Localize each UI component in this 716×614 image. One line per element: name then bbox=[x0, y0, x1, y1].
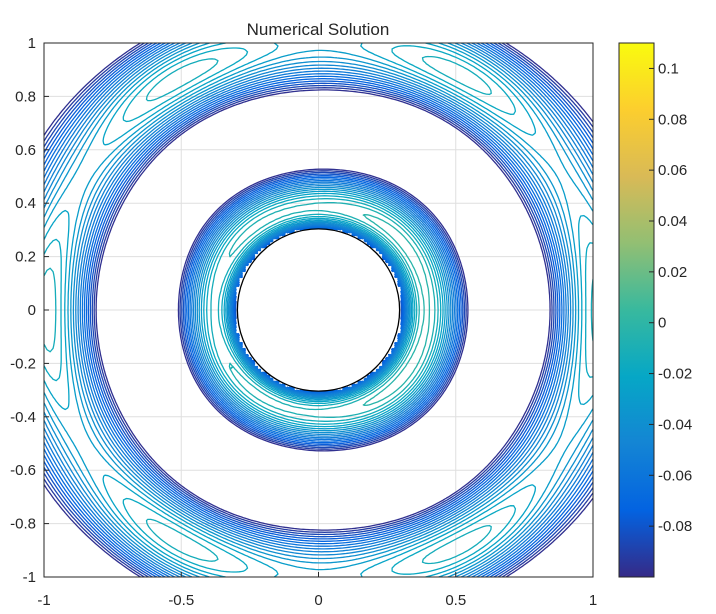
plot-area: -1 -0.5 0 0.5 1 1 0.8 0.6 0.4 0.2 0 -0.2 -0.4 -0.6 -0… bbox=[10, 35, 597, 609]
contour-level-line bbox=[44, 43, 593, 577]
contour-level-line bbox=[44, 43, 593, 577]
contour-level-line bbox=[44, 43, 593, 577]
colorbar-tick-label: -0.04 bbox=[658, 416, 692, 433]
colorbar-tick-label: 0.02 bbox=[658, 264, 687, 281]
y-tick-label: -0.4 bbox=[10, 409, 36, 426]
colorbar-tick-label: 0 bbox=[658, 315, 666, 332]
contour-level-line bbox=[44, 43, 593, 577]
colorbar-tick-label: 0.06 bbox=[658, 162, 687, 179]
x-tick-label: -0.5 bbox=[168, 592, 194, 609]
y-tick-label: 0 bbox=[28, 302, 36, 319]
contour-level-line bbox=[44, 43, 593, 577]
contour-level-line bbox=[44, 55, 593, 565]
x-axis-ticks: -1 -0.5 0 0.5 1 bbox=[37, 572, 597, 609]
y-tick-label: 0.2 bbox=[15, 249, 36, 266]
colorbar-tick-label: 0.1 bbox=[658, 60, 679, 77]
contour-lines bbox=[44, 43, 593, 577]
y-tick-label: 0.8 bbox=[15, 88, 36, 105]
x-tick-label: 0.5 bbox=[445, 592, 466, 609]
contour-level-line bbox=[44, 43, 593, 577]
colorbar-ticks: 0.1 0.08 0.06 0.04 0.02 0 -0.02 -0.04 -0.06 -0.08 bbox=[649, 60, 692, 535]
contour-level-line bbox=[44, 43, 593, 577]
x-tick-label: -1 bbox=[37, 592, 50, 609]
contour-level-line bbox=[228, 202, 436, 418]
colorbar-tick-label: -0.06 bbox=[658, 467, 692, 484]
y-axis-ticks: 1 0.8 0.6 0.4 0.2 0 -0.2 -0.4 -0.6 -0.8 -1 bbox=[10, 35, 49, 586]
colorbar: 0.1 0.08 0.06 0.04 0.02 0 -0.02 -0.04 -0.06 -0.08 bbox=[618, 42, 692, 578]
contour-level-line bbox=[44, 43, 593, 577]
contour-level-line bbox=[44, 43, 593, 577]
x-tick-label: 0 bbox=[314, 592, 322, 609]
contour-level-line bbox=[44, 43, 593, 577]
y-tick-label: -0.8 bbox=[10, 516, 36, 533]
contour-level-line bbox=[44, 43, 593, 577]
colorbar-gradient bbox=[618, 42, 655, 578]
y-tick-label: -0.6 bbox=[10, 462, 36, 479]
colorbar-tick-label: -0.08 bbox=[658, 518, 692, 535]
circular-obstacle bbox=[236, 228, 401, 392]
colorbar-tick-label: 0.08 bbox=[658, 111, 687, 128]
y-tick-label: 0.4 bbox=[15, 195, 36, 212]
y-tick-label: -1 bbox=[23, 569, 36, 586]
contour-level-line bbox=[44, 43, 593, 577]
contour-level-line bbox=[44, 43, 593, 577]
contour-level-line bbox=[44, 45, 593, 575]
contour-level-line bbox=[44, 43, 593, 577]
y-tick-label: -0.2 bbox=[10, 355, 36, 372]
y-tick-label: 0.6 bbox=[15, 142, 36, 159]
contour-level-line bbox=[362, 214, 431, 406]
contour-level-line bbox=[44, 43, 593, 577]
colorbar-tick-label: -0.02 bbox=[658, 366, 692, 383]
x-tick-label: 1 bbox=[589, 592, 597, 609]
y-tick-label: 1 bbox=[28, 35, 36, 52]
chart-title: Numerical Solution bbox=[247, 20, 390, 39]
colorbar-tick-label: 0.04 bbox=[658, 213, 687, 230]
